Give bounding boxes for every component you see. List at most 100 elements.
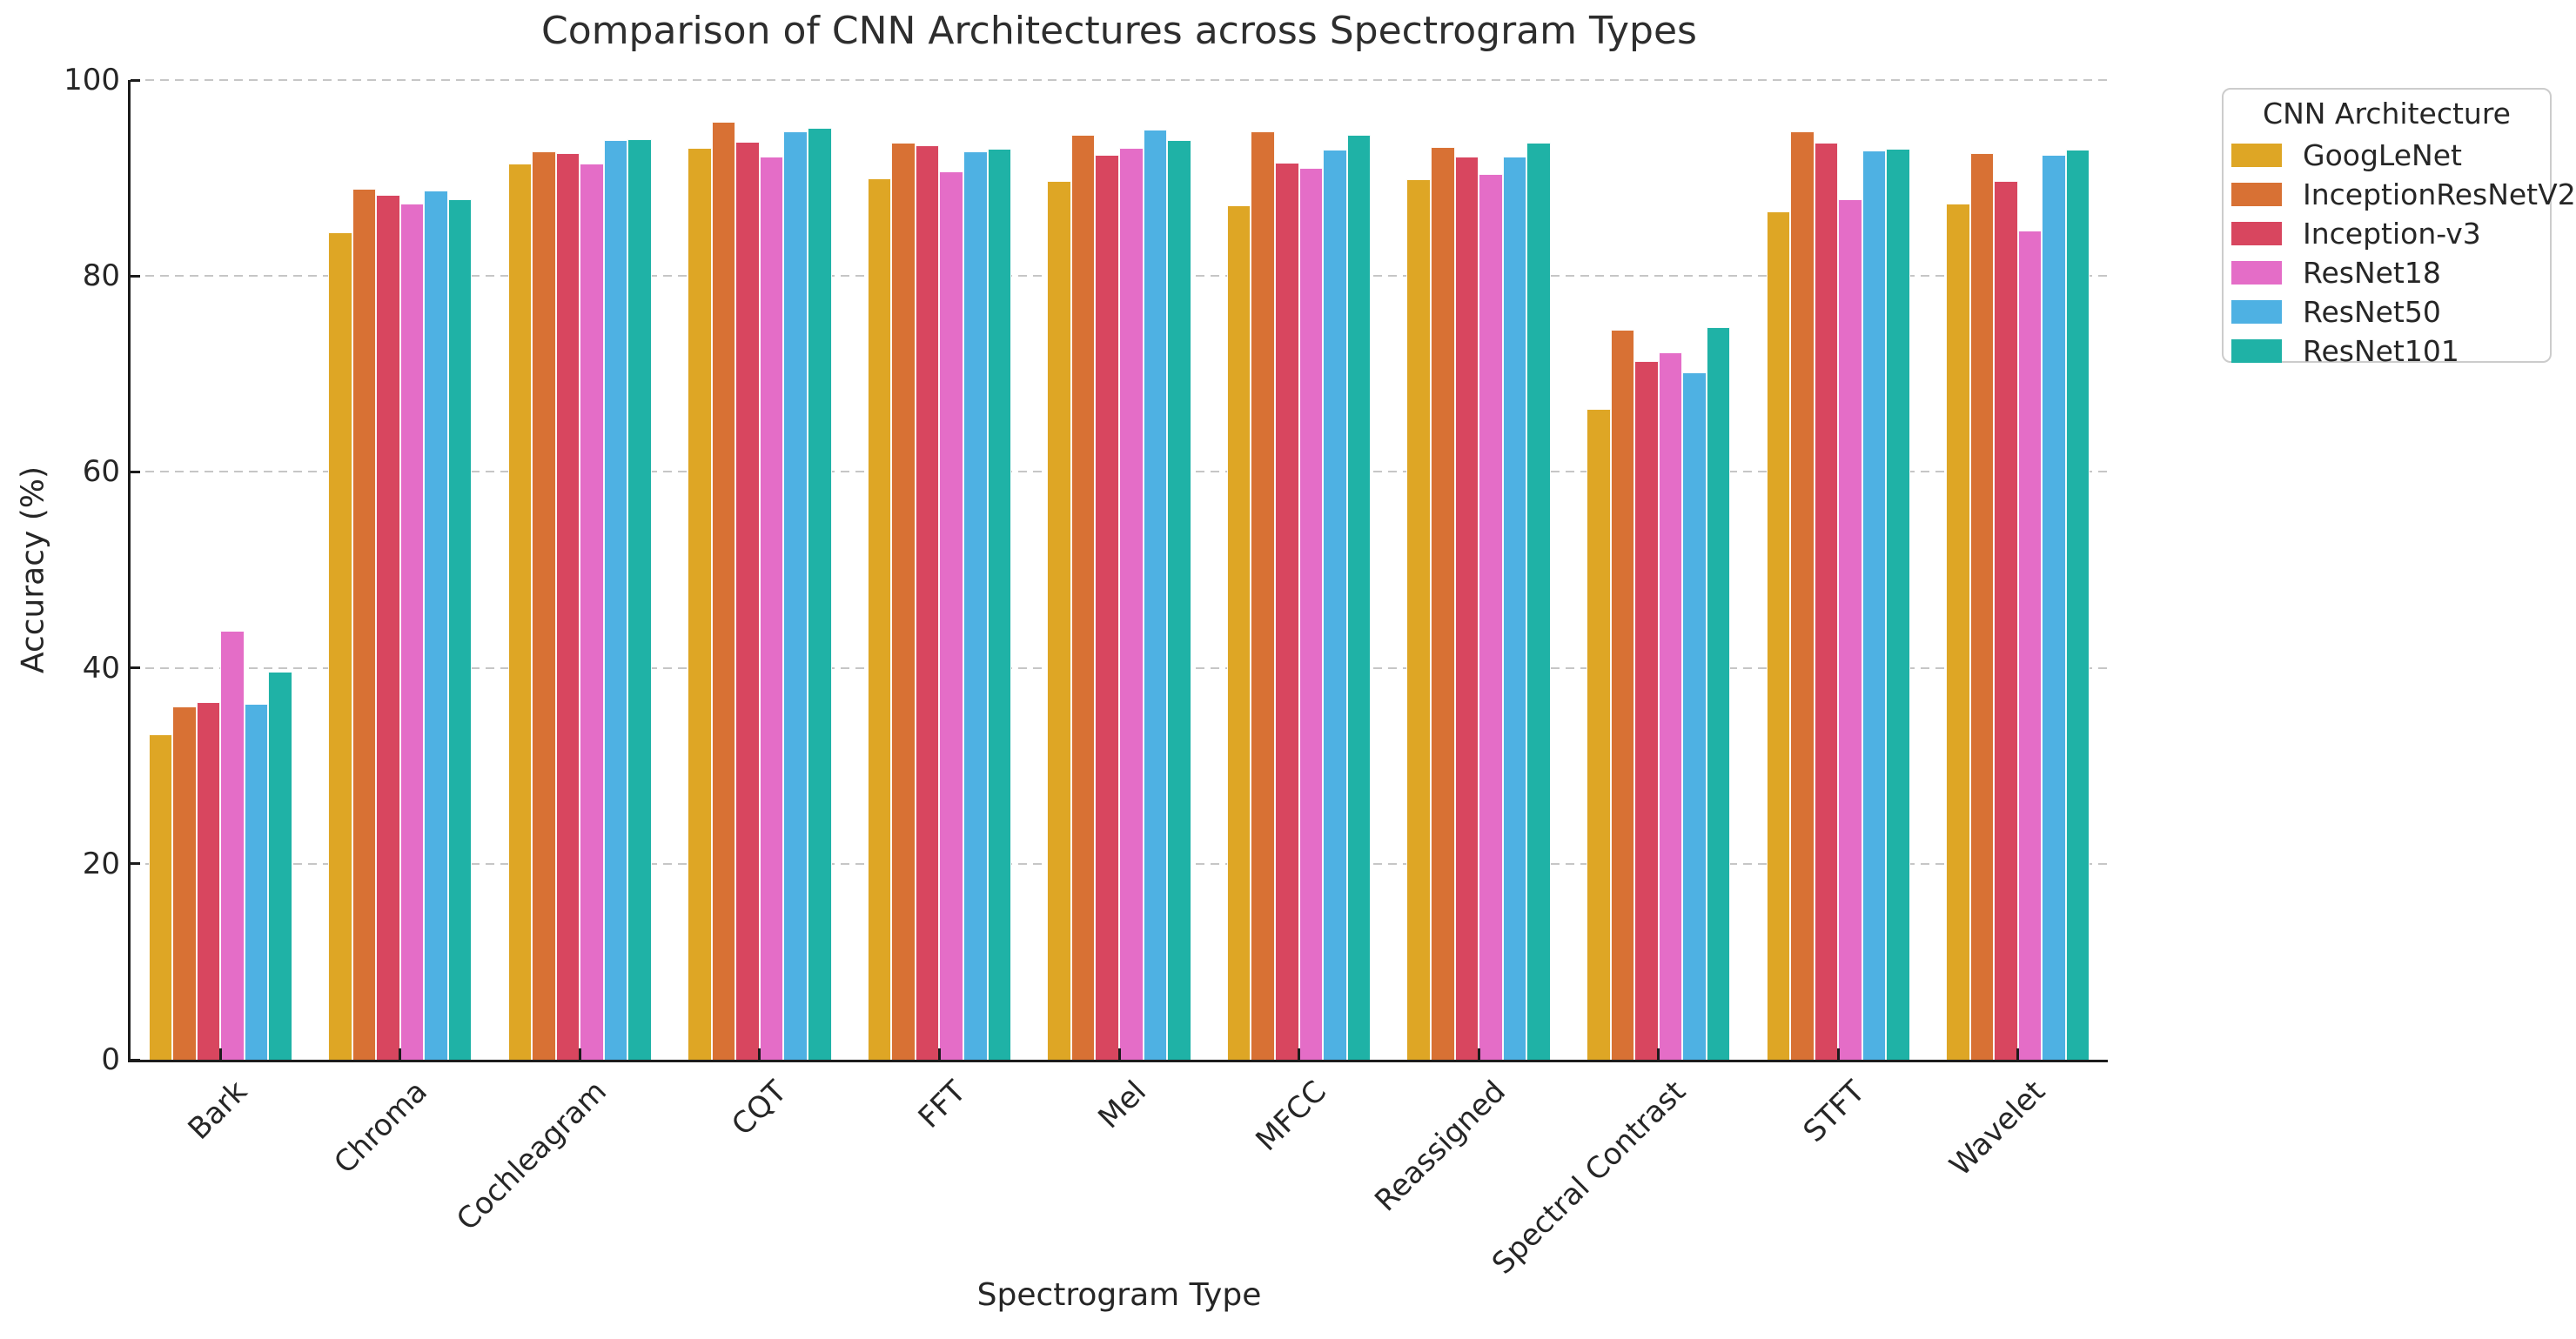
bar-inceptionresnetv2-chroma [352,189,377,1060]
bar-googlenet-fft [867,177,892,1060]
bar-pack [1946,80,2090,1060]
bar-inception-v3-chroma [376,194,400,1060]
x-tick-label-mel: Mel [1091,1074,1153,1136]
x-tick-label-cqt: CQT [725,1074,794,1143]
x-tick-cqt [758,1048,761,1060]
bar-resnet18-mfcc [1298,168,1324,1060]
legend-swatch-resnet101 [2231,339,2282,363]
bar-inceptionresnetv2-wavelet [1969,153,1995,1060]
legend-swatch-inceptionresnetv2 [2231,183,2282,206]
bar-inception-v3-fft [915,145,940,1060]
bar-group-wavelet [1928,80,2108,1060]
bar-resnet101-mel [1167,139,1191,1060]
bar-resnet101-fft [987,148,1012,1060]
x-tick-spectral-contrast [1657,1048,1660,1060]
bar-googlenet-stft [1766,211,1791,1060]
bar-group-stft [1748,80,1929,1060]
legend-label-resnet101: ResNet101 [2303,334,2459,368]
bar-pack [1226,80,1372,1060]
bar-resnet50-wavelet [2042,154,2066,1060]
bar-inception-v3-cochleagram [555,153,580,1060]
legend-entry-inceptionresnetv2: InceptionResNetV2 [2231,175,2576,214]
bar-inceptionresnetv2-spectral-contrast [1610,330,1635,1060]
bar-resnet18-stft [1838,199,1862,1060]
y-tick-label-20: 20 [82,846,120,881]
legend-entries: GoogLeNet InceptionResNetV2 Inception-v3 Re… [2231,136,2576,371]
bar-inception-v3-mel [1095,154,1120,1060]
bar-resnet101-chroma [447,199,473,1060]
legend-swatch-resnet50 [2231,300,2282,324]
bar-resnet101-wavelet [2065,149,2090,1060]
bar-resnet50-stft [1862,151,1887,1060]
bar-inception-v3-wavelet [1994,180,2018,1060]
bar-resnet18-reassigned [1479,174,1503,1060]
legend-entry-resnet50: ResNet50 [2231,292,2550,331]
bar-inceptionresnetv2-mel [1070,135,1096,1060]
bar-group-spectral-contrast [1568,80,1748,1060]
bar-resnet50-bark [244,704,269,1060]
bar-resnet50-reassigned [1502,156,1527,1060]
y-tick-label-40: 40 [82,650,120,686]
bar-resnet18-mel [1119,147,1144,1060]
y-axis-title: Accuracy (%) [15,465,51,674]
legend-swatch-inception-v3 [2231,222,2282,245]
bar-inceptionresnetv2-reassigned [1431,146,1455,1060]
x-tick-label-stft: STFT [1796,1074,1873,1149]
bar-inception-v3-cqt [735,141,760,1060]
bar-resnet18-cqt [759,156,784,1060]
legend-entry-googlenet: GoogLeNet [2231,136,2550,175]
legend-entry-resnet101: ResNet101 [2231,331,2550,371]
x-tick-stft [1836,1048,1840,1060]
y-axis-spine [128,80,131,1062]
bar-group-fft [849,80,1030,1060]
bar-resnet18-spectral-contrast [1658,352,1683,1060]
legend-swatch-googlenet [2231,144,2282,167]
x-axis-spine [128,1060,2108,1062]
bar-pack [328,80,473,1060]
x-tick-label-wavelet: Wavelet [1942,1074,2052,1183]
bar-inception-v3-mfcc [1275,162,1299,1060]
plot-area [128,78,2108,1062]
bar-resnet50-mel [1143,130,1168,1060]
legend-label-inceptionresnetv2: InceptionResNetV2 [2303,177,2576,211]
bar-resnet18-fft [939,171,964,1060]
bar-pack [1766,80,1910,1060]
bar-resnet101-cochleagram [627,138,653,1060]
bar-googlenet-bark [148,734,173,1060]
x-tick-chroma [399,1048,402,1060]
bar-googlenet-mel [1047,180,1071,1060]
bar-resnet50-cqt [783,131,808,1060]
x-tick-label-cochleagram: Cochleagram [450,1074,614,1238]
legend-label-inception-v3: Inception-v3 [2303,217,2481,251]
bar-pack [867,80,1012,1060]
y-tick-20 [131,862,140,866]
bars [131,80,2108,1060]
bar-googlenet-chroma [328,231,352,1060]
y-tick-40 [131,666,140,670]
legend-label-resnet50: ResNet50 [2303,295,2441,329]
x-tick-cochleagram [578,1048,581,1060]
bar-googlenet-cochleagram [507,163,533,1060]
y-tick-label-60: 60 [82,454,120,490]
bar-pack [688,80,832,1060]
bar-group-mel [1030,80,1210,1060]
x-axis-title: Spectrogram Type [976,1277,1262,1313]
x-tick-fft [937,1048,941,1060]
bar-group-reassigned [1389,80,1569,1060]
y-tick-0 [131,1058,140,1061]
bar-resnet50-cochleagram [603,139,628,1060]
bar-resnet50-fft [963,151,988,1060]
y-tick-label-0: 0 [101,1042,120,1077]
bar-pack [1587,80,1731,1060]
bar-resnet50-mfcc [1323,149,1347,1060]
x-tick-bark [218,1048,222,1060]
bar-googlenet-reassigned [1406,178,1432,1060]
bar-resnet101-stft [1886,148,1910,1060]
bar-resnet101-reassigned [1526,143,1551,1060]
bar-pack [1047,80,1191,1060]
legend-entry-inception-v3: Inception-v3 [2231,214,2550,253]
legend-label-googlenet: GoogLeNet [2303,138,2462,172]
chart-title: Comparison of CNN Architectures across S… [541,9,1697,53]
bar-inceptionresnetv2-mfcc [1251,131,1276,1060]
bar-inceptionresnetv2-fft [891,143,916,1060]
